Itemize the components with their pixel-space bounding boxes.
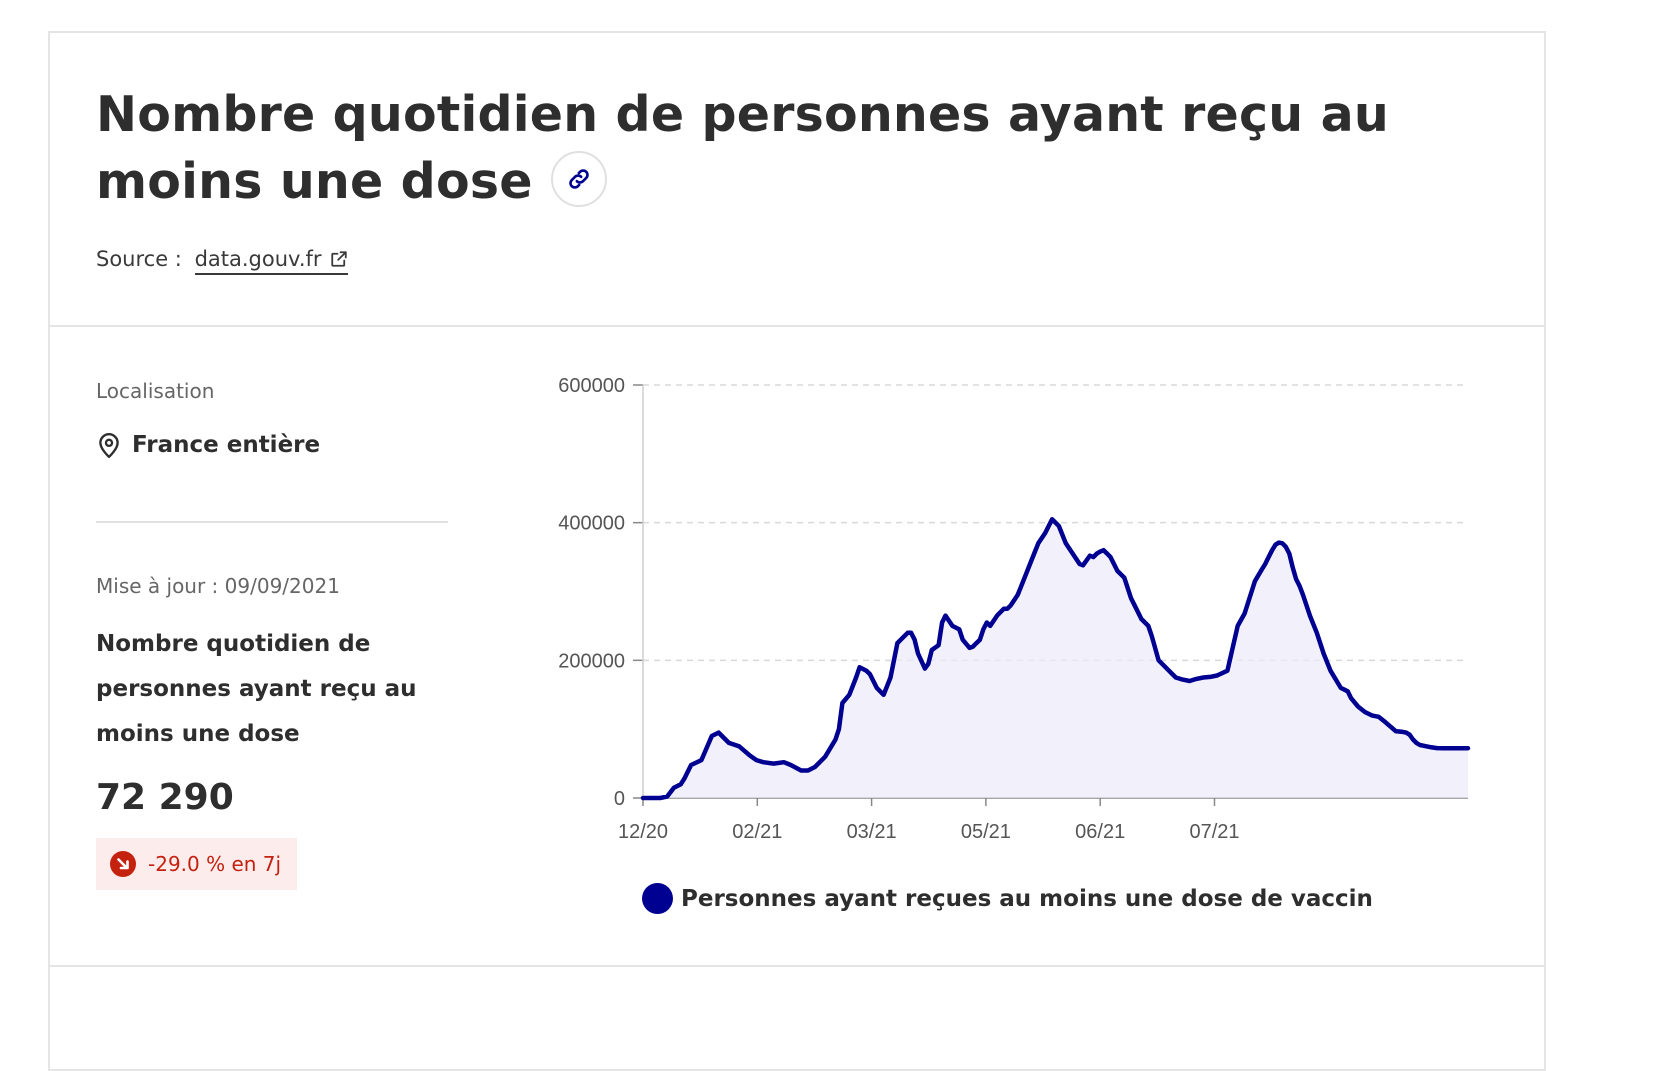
legend-label: Personnes ayant reçues au moins une dose…	[681, 885, 1373, 912]
x-tick-label: 07/21	[1189, 821, 1239, 843]
source-line: Source : data.gouv.fr	[96, 247, 348, 275]
updated-date: Mise à jour : 09/09/2021	[96, 574, 340, 598]
trend-badge: -29.0 % en 7j	[96, 838, 298, 890]
legend-marker	[642, 883, 673, 914]
chart-legend: Personnes ayant reçues au moins une dose…	[642, 883, 1373, 914]
kpi-value: 72 290	[96, 777, 234, 818]
x-tick-label: 02/21	[732, 821, 782, 843]
copy-link-button[interactable]	[550, 150, 607, 207]
location-value: France entière	[96, 431, 320, 459]
source-link-text: data.gouv.fr	[194, 247, 322, 271]
source-link[interactable]: data.gouv.fr	[194, 247, 348, 275]
page-title: Nombre quotidien de personnes ayant reçu…	[96, 81, 1496, 215]
trend-text: -29.0 % en 7j	[148, 852, 282, 876]
indicator-card: Nombre quotidien de personnes ayant reçu…	[48, 31, 1546, 1071]
location-name: France entière	[132, 432, 321, 458]
title-text: Nombre quotidien de personnes ayant reçu…	[96, 86, 1389, 210]
y-tick-label: 600000	[558, 375, 625, 397]
x-tick-label: 05/21	[961, 821, 1011, 843]
source-label: Source :	[96, 247, 182, 271]
x-tick-label: 03/21	[847, 821, 897, 843]
series-line	[640, 516, 1471, 801]
sidebar-divider	[96, 521, 448, 523]
y-tick-label: 0	[614, 788, 625, 810]
map-pin-icon	[99, 433, 119, 459]
kpi-label: Nombre quotidien de personnes ayant reçu…	[96, 631, 417, 747]
header-divider	[50, 325, 1544, 327]
x-tick-label: 06/21	[1075, 821, 1125, 843]
location-label: Localisation	[96, 379, 215, 403]
vaccination-chart: 0 200000 400000 600000 12/20 02/21 03/21 05/21 0…	[558, 375, 1471, 843]
arrow-down-right-icon	[110, 851, 136, 877]
x-tick-label: 12/20	[618, 821, 668, 843]
y-tick-label: 200000	[558, 650, 625, 672]
y-tick-label: 400000	[558, 513, 625, 535]
external-link-icon	[330, 251, 347, 267]
link-icon	[568, 168, 589, 189]
bottom-divider	[50, 965, 1544, 967]
series-area	[643, 519, 1468, 798]
